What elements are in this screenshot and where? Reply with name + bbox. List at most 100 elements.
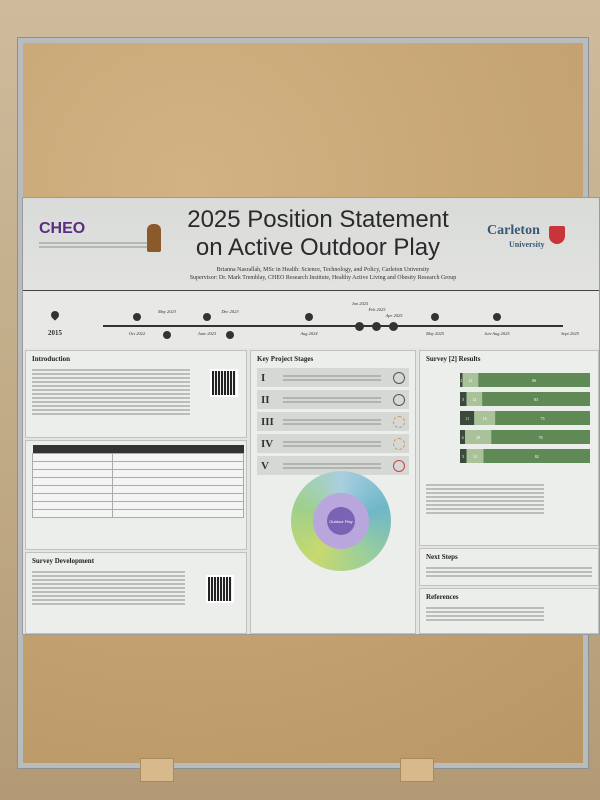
section-heading: Next Steps [426,553,458,561]
timeline-date: Jun-Aug 2025 [484,331,510,336]
stage-number: IV [261,437,274,450]
easel-peg [400,758,434,782]
stage-item: IV [257,434,409,453]
data-label: 5 [462,397,464,402]
timeline-date: Jan 2025 [351,301,369,306]
data-label: 83 [534,397,538,402]
data-label: 4 [462,435,464,440]
in-progress-icon [393,415,405,428]
location-pin-icon [49,309,61,321]
key-stages-section: Key Project Stages I II III IV V Outdoor… [250,350,416,634]
timeline-date: May 2025 [425,331,445,336]
bar-segment [474,411,496,425]
timeline-date: 2015 [48,329,62,337]
data-label: 76 [539,435,543,440]
authors: Brianna Nasrallah, MSc in Health: Scienc… [143,266,503,282]
timeline-dot [203,313,211,321]
data-label: 20 [476,435,480,440]
data-label: 11 [465,416,469,421]
framework-diagram: Outdoor Play [291,471,391,571]
stage-number: V [261,459,269,472]
bar-segment [466,392,483,406]
timeline-date: Dec 2023 [221,309,239,314]
poster: CHEO 2025 Position Statement on Active Ou… [22,197,600,635]
timeline-dot [226,331,234,339]
in-progress-icon [393,437,405,450]
timeline-date: Feb 2025 [368,307,386,312]
survey-icon [389,322,398,331]
stage-item: II [257,390,409,409]
section-heading: Key Project Stages [257,355,314,363]
introduction-section: Introduction [25,350,247,438]
carleton-logo: Carleton University [487,224,545,252]
bar-segment [460,449,467,463]
bar-segment [460,411,475,425]
stage-item: V [257,456,409,475]
survey-icon [372,322,381,331]
next-steps-section: Next Steps [419,548,599,586]
references-section: References [419,588,599,634]
survey-development-section: Survey Development [25,552,247,634]
bar-segment [460,392,467,406]
check-icon [393,371,405,384]
bar-segment [483,449,590,463]
logo-text: Carleton [487,223,540,238]
framework-table-section [25,440,247,550]
timeline-date: Apr 2025 [385,313,403,318]
timeline-dot [163,331,171,339]
timeline-date: Oct 2022 [128,331,146,336]
timeline-date: Sept 2025 [561,331,579,336]
section-heading: Survey [2] Results [426,355,481,363]
data-label: 12 [468,378,472,383]
timeline-date: June 2023 [197,331,217,336]
results-chart: 2 12 86 5 12 83 11 16 73 4 20 76 5 13 82 [460,373,590,463]
bar-segment [482,392,590,406]
supervisor: Supervisor: Dr. Mark Tremblay, CHEO Rese… [189,275,457,281]
data-label: 13 [473,454,477,459]
author: Brianna Nasrallah, MSc in Health: Scienc… [216,267,430,273]
survey-results-section: Survey [2] Results 2 12 86 5 12 83 11 16 73 4 20 76… [419,350,599,546]
framework-center: Outdoor Play [327,507,355,535]
section-heading: References [426,593,459,601]
bar-segment [460,373,463,387]
data-label: 86 [532,378,536,383]
clock-icon [393,459,405,472]
mascot-image [147,224,161,252]
data-label: 82 [535,454,539,459]
bar-segment [460,430,466,444]
stage-item: I [257,368,409,387]
poster-header: CHEO 2025 Position Statement on Active Ou… [23,198,599,290]
data-label: 12 [472,397,476,402]
check-icon [393,393,405,406]
bar-segment [491,430,590,444]
timeline-dot [133,313,141,321]
cheo-subtitle [39,240,149,250]
section-heading: Survey Development [32,557,95,565]
cheo-logo: CHEO [39,220,86,237]
framework-table [32,445,244,518]
timeline-line [103,325,563,327]
stage-item: III [257,412,409,431]
stage-number: II [261,393,270,406]
survey-icon [355,322,364,331]
timeline-date: Aug 2024 [300,331,318,336]
title-line: 2025 Position Statement [187,206,449,233]
data-label: 16 [483,416,487,421]
bar-segment [466,449,484,463]
bar-segment [462,373,479,387]
easel-peg [140,758,174,782]
title-line: on Active Outdoor Play [195,234,441,261]
stage-number: I [261,371,266,384]
section-heading: Introduction [32,355,70,363]
qr-code[interactable] [210,369,238,397]
bar-segment [478,373,590,387]
timeline-dot [305,313,313,321]
data-label: 2 [460,378,462,383]
timeline: 2015 Oct 2022 May 2023 June 2023 Dec 202… [23,290,599,348]
bar-segment [465,430,492,444]
logo-sub: University [509,240,545,249]
framework-inner-ring: Outdoor Play [313,493,369,549]
carleton-crest-icon [549,226,565,244]
qr-code[interactable] [206,575,234,603]
timeline-dot [431,313,439,321]
